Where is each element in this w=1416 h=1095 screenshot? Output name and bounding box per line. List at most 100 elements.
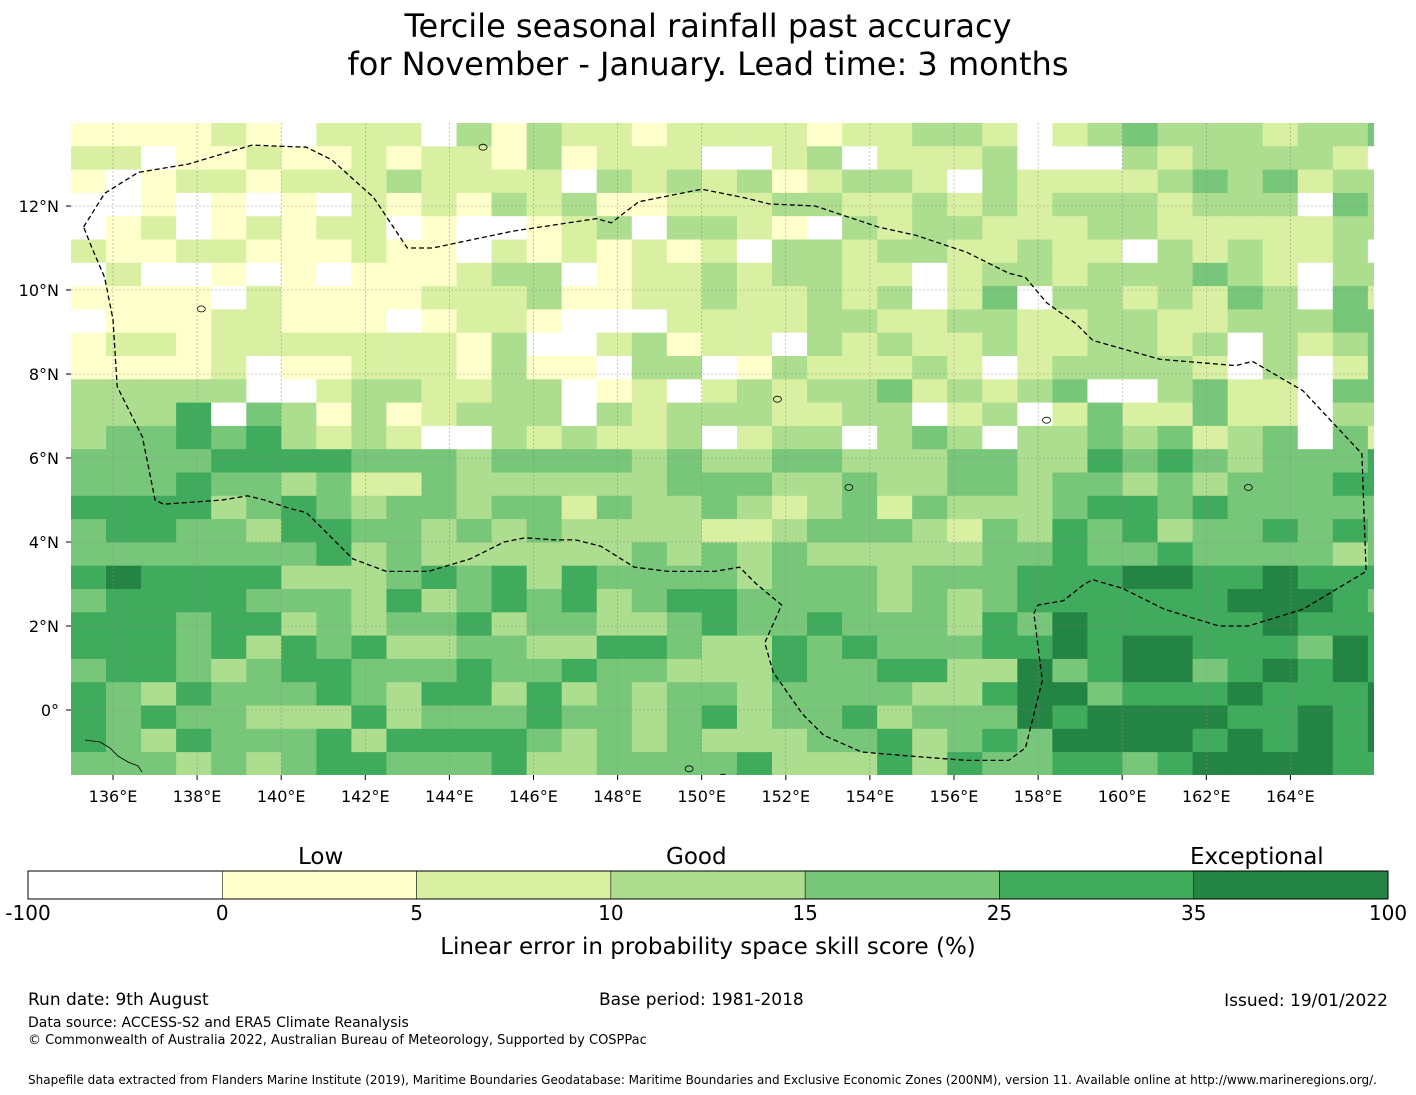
grid-cell xyxy=(1192,356,1229,380)
grid-cell xyxy=(912,752,948,775)
grid-cell xyxy=(1157,472,1194,497)
grid-cell xyxy=(351,589,388,613)
grid-cell xyxy=(1122,728,1159,753)
grid-cell xyxy=(246,635,282,660)
grid-cell xyxy=(772,286,808,310)
grid-cell xyxy=(1192,262,1229,287)
grid-cell xyxy=(912,472,948,497)
grid-cell xyxy=(1017,705,1053,730)
grid-cell xyxy=(1262,542,1299,567)
grid-cell xyxy=(106,286,142,310)
grid-cell xyxy=(666,123,703,147)
grid-cell xyxy=(281,216,317,241)
grid-cell xyxy=(351,262,388,287)
grid-cell xyxy=(1052,239,1089,264)
grid-cell xyxy=(1087,146,1124,171)
grid-cell xyxy=(877,123,913,147)
grid-cell xyxy=(526,682,563,707)
grid-cell xyxy=(1157,216,1194,241)
grid-cell xyxy=(526,658,563,683)
grid-cell xyxy=(1192,519,1229,543)
grid-cell xyxy=(982,589,1018,613)
grid-cell xyxy=(351,425,388,450)
grid-cell xyxy=(1017,658,1053,683)
colorbar-tick-label: 100 xyxy=(1368,901,1408,925)
grid-cell xyxy=(701,705,738,730)
grid-cell xyxy=(141,402,177,427)
grid-cell xyxy=(456,635,493,660)
grid-cell xyxy=(807,612,843,637)
grid-cell xyxy=(386,682,423,707)
grid-cell xyxy=(71,356,107,380)
island-outline xyxy=(196,305,206,313)
grid-cell xyxy=(631,658,668,683)
grid-cell xyxy=(701,519,738,543)
grid-cell xyxy=(491,332,528,357)
grid-cell xyxy=(1332,658,1369,683)
grid-cell xyxy=(1297,356,1334,380)
grid-cell xyxy=(316,332,352,357)
grid-cell xyxy=(386,425,423,450)
grid-cell xyxy=(947,146,983,171)
grid-cell xyxy=(421,356,458,380)
grid-cell xyxy=(176,658,212,683)
grid-cell xyxy=(71,449,107,474)
grid-cell xyxy=(666,565,703,590)
grid-cell xyxy=(456,495,493,520)
grid-cell xyxy=(772,542,808,567)
grid-cell xyxy=(1017,472,1053,497)
grid-cell xyxy=(1052,519,1089,543)
grid-cell xyxy=(141,425,177,450)
lat-tick-label: 4°N xyxy=(29,533,59,552)
grid-cell xyxy=(1087,472,1124,497)
grid-cell xyxy=(912,425,948,450)
grid-cell xyxy=(1087,379,1124,404)
grid-cell xyxy=(807,192,843,217)
grid-cell xyxy=(631,565,668,590)
lat-tick-label: 6°N xyxy=(29,449,59,468)
grid-cell xyxy=(982,425,1018,450)
grid-cell xyxy=(1192,379,1229,404)
grid-cell xyxy=(246,216,282,241)
grid-cell xyxy=(456,332,493,357)
grid-cell xyxy=(1192,449,1229,474)
grid-cell xyxy=(246,332,282,357)
grid-cell xyxy=(1227,425,1264,450)
grid-cell xyxy=(421,752,458,775)
grid-cell xyxy=(421,472,458,497)
grid-cell xyxy=(772,239,808,264)
grid-cell xyxy=(211,635,247,660)
grid-cell xyxy=(281,658,317,683)
grid-cell xyxy=(1157,449,1194,474)
grid-cell xyxy=(561,635,598,660)
grid-cell xyxy=(736,542,773,567)
grid-cell xyxy=(772,472,808,497)
grid-cell xyxy=(772,752,808,775)
grid-cell xyxy=(141,472,177,497)
grid-cell xyxy=(1157,682,1194,707)
grid-cell xyxy=(211,705,247,730)
grid-cell xyxy=(1122,705,1159,730)
grid-cell xyxy=(842,239,878,264)
grid-cell xyxy=(666,169,703,194)
grid-cell xyxy=(1227,379,1264,404)
grid-cell xyxy=(596,402,633,427)
grid-cell xyxy=(1122,519,1159,543)
grid-cell xyxy=(912,332,948,357)
grid-cell xyxy=(106,123,142,147)
grid-cell xyxy=(1367,752,1374,775)
grid-cell xyxy=(807,542,843,567)
legend-word-good: Good xyxy=(666,844,727,870)
grid-cell xyxy=(877,262,913,287)
grid-cell xyxy=(386,565,423,590)
grid-cell xyxy=(666,519,703,543)
grid-cell xyxy=(1122,216,1159,241)
grid-cell xyxy=(596,216,633,241)
grid-cell xyxy=(1052,309,1089,334)
grid-cell xyxy=(1262,449,1299,474)
grid-cell xyxy=(736,169,773,194)
grid-cell xyxy=(141,379,177,404)
grid-cell xyxy=(456,705,493,730)
grid-cell xyxy=(176,262,212,287)
island-outline xyxy=(54,396,62,402)
